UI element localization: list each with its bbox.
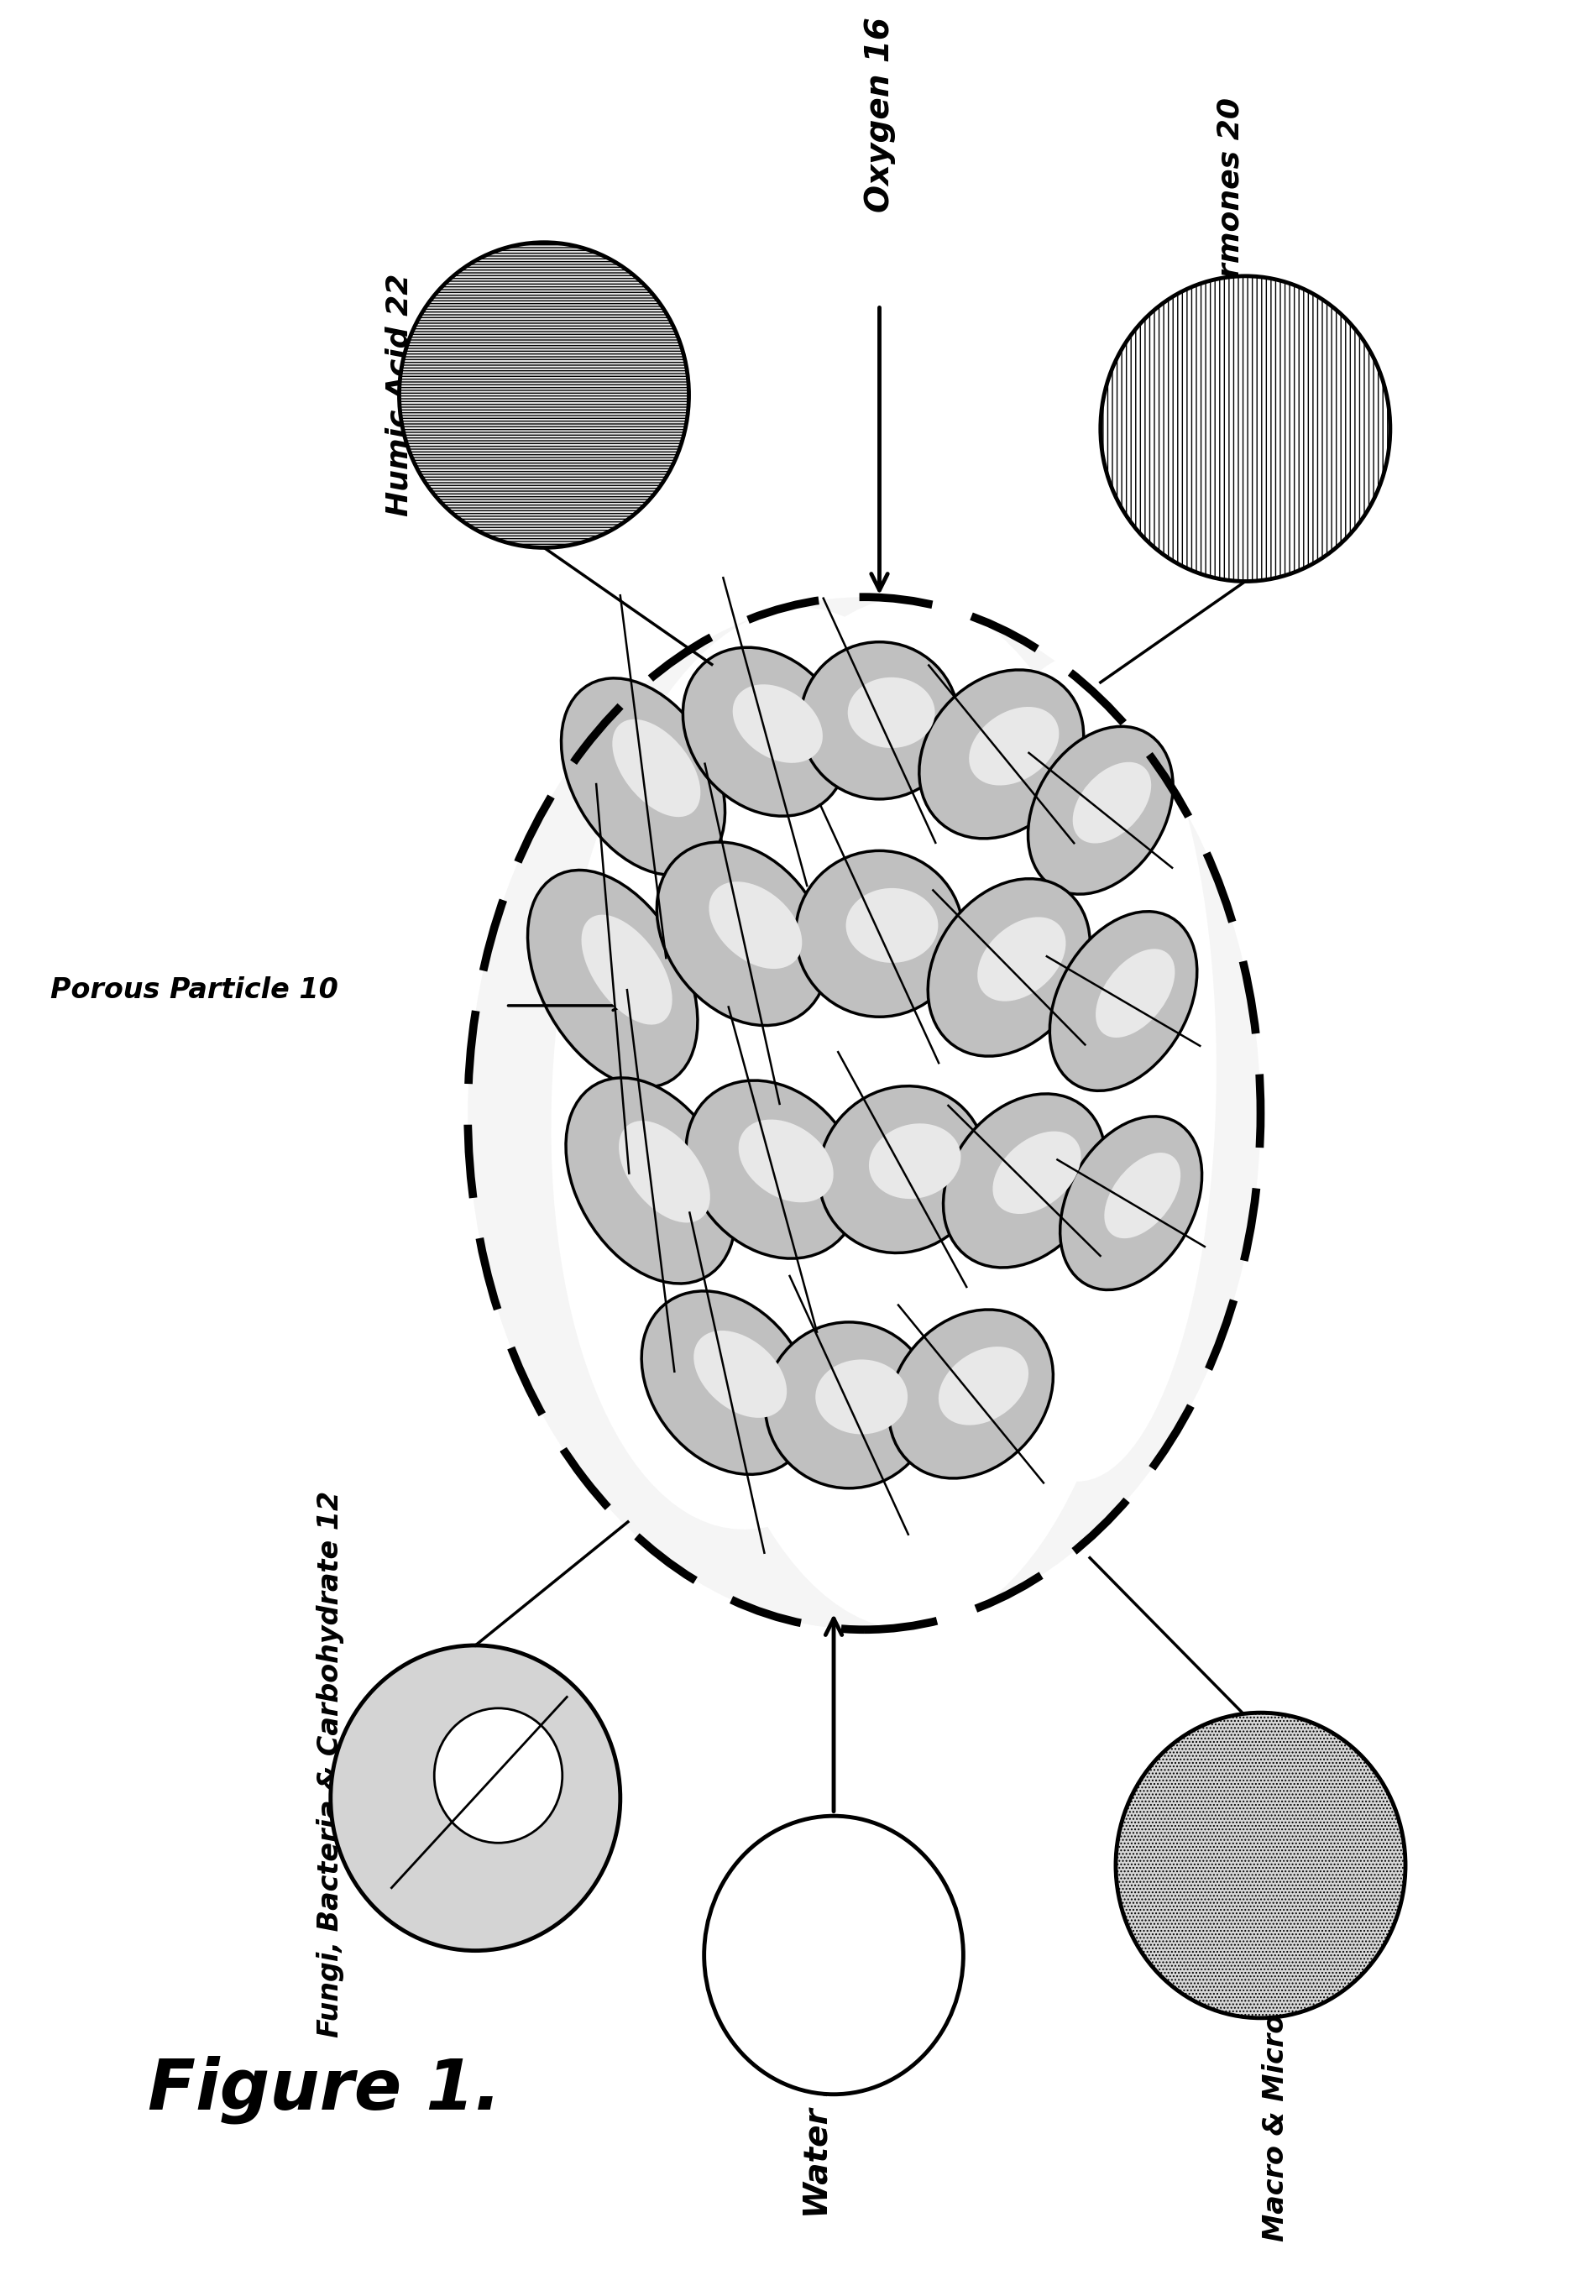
Ellipse shape <box>868 1123 961 1199</box>
Ellipse shape <box>642 1290 812 1474</box>
Ellipse shape <box>943 1093 1106 1267</box>
Text: Plant Hormones 20: Plant Hormones 20 <box>1216 96 1245 425</box>
Ellipse shape <box>795 852 964 1017</box>
Ellipse shape <box>938 654 1216 1481</box>
Ellipse shape <box>993 1132 1080 1215</box>
Ellipse shape <box>846 889 938 962</box>
Ellipse shape <box>733 684 822 762</box>
Ellipse shape <box>969 707 1060 785</box>
Ellipse shape <box>683 647 847 815</box>
Text: Porous Particle 10: Porous Particle 10 <box>51 976 338 1003</box>
Ellipse shape <box>694 1332 787 1419</box>
Ellipse shape <box>977 916 1066 1001</box>
Ellipse shape <box>1028 726 1173 893</box>
Ellipse shape <box>468 597 1261 1630</box>
Ellipse shape <box>764 1322 932 1488</box>
Ellipse shape <box>889 1309 1053 1479</box>
Ellipse shape <box>434 1708 562 1844</box>
Ellipse shape <box>1116 1713 1406 2018</box>
Ellipse shape <box>686 1081 859 1258</box>
Text: Water 14: Water 14 <box>803 2053 835 2218</box>
Ellipse shape <box>847 677 935 748</box>
Ellipse shape <box>399 243 689 549</box>
Ellipse shape <box>938 1345 1028 1426</box>
Ellipse shape <box>739 1120 833 1203</box>
Ellipse shape <box>919 670 1084 838</box>
Ellipse shape <box>816 1359 908 1435</box>
Text: Oxygen 16: Oxygen 16 <box>863 16 895 211</box>
Ellipse shape <box>709 882 803 969</box>
Ellipse shape <box>1104 1153 1181 1238</box>
Ellipse shape <box>658 843 828 1026</box>
Text: Figure 1.: Figure 1. <box>148 2055 501 2124</box>
Ellipse shape <box>551 608 994 1529</box>
Text: Humic Acid 22: Humic Acid 22 <box>385 273 413 517</box>
Ellipse shape <box>1095 948 1175 1038</box>
Ellipse shape <box>672 597 1148 1630</box>
Ellipse shape <box>800 643 959 799</box>
Ellipse shape <box>619 1120 710 1224</box>
Ellipse shape <box>528 870 697 1088</box>
Ellipse shape <box>704 1816 964 2094</box>
Ellipse shape <box>581 914 672 1024</box>
Text: Fungi, Bacteria & Carbohydrate 12: Fungi, Bacteria & Carbohydrate 12 <box>316 1490 345 2037</box>
Ellipse shape <box>562 677 725 875</box>
Ellipse shape <box>819 1086 986 1254</box>
Ellipse shape <box>927 879 1090 1056</box>
Ellipse shape <box>1060 1116 1202 1290</box>
Ellipse shape <box>567 1077 736 1283</box>
Ellipse shape <box>1101 276 1390 581</box>
Text: Macro & Micro-Nutrients 18: Macro & Micro-Nutrients 18 <box>1262 1805 1290 2241</box>
Ellipse shape <box>613 719 701 817</box>
Ellipse shape <box>330 1646 621 1952</box>
Ellipse shape <box>1050 912 1197 1091</box>
Ellipse shape <box>1073 762 1151 843</box>
